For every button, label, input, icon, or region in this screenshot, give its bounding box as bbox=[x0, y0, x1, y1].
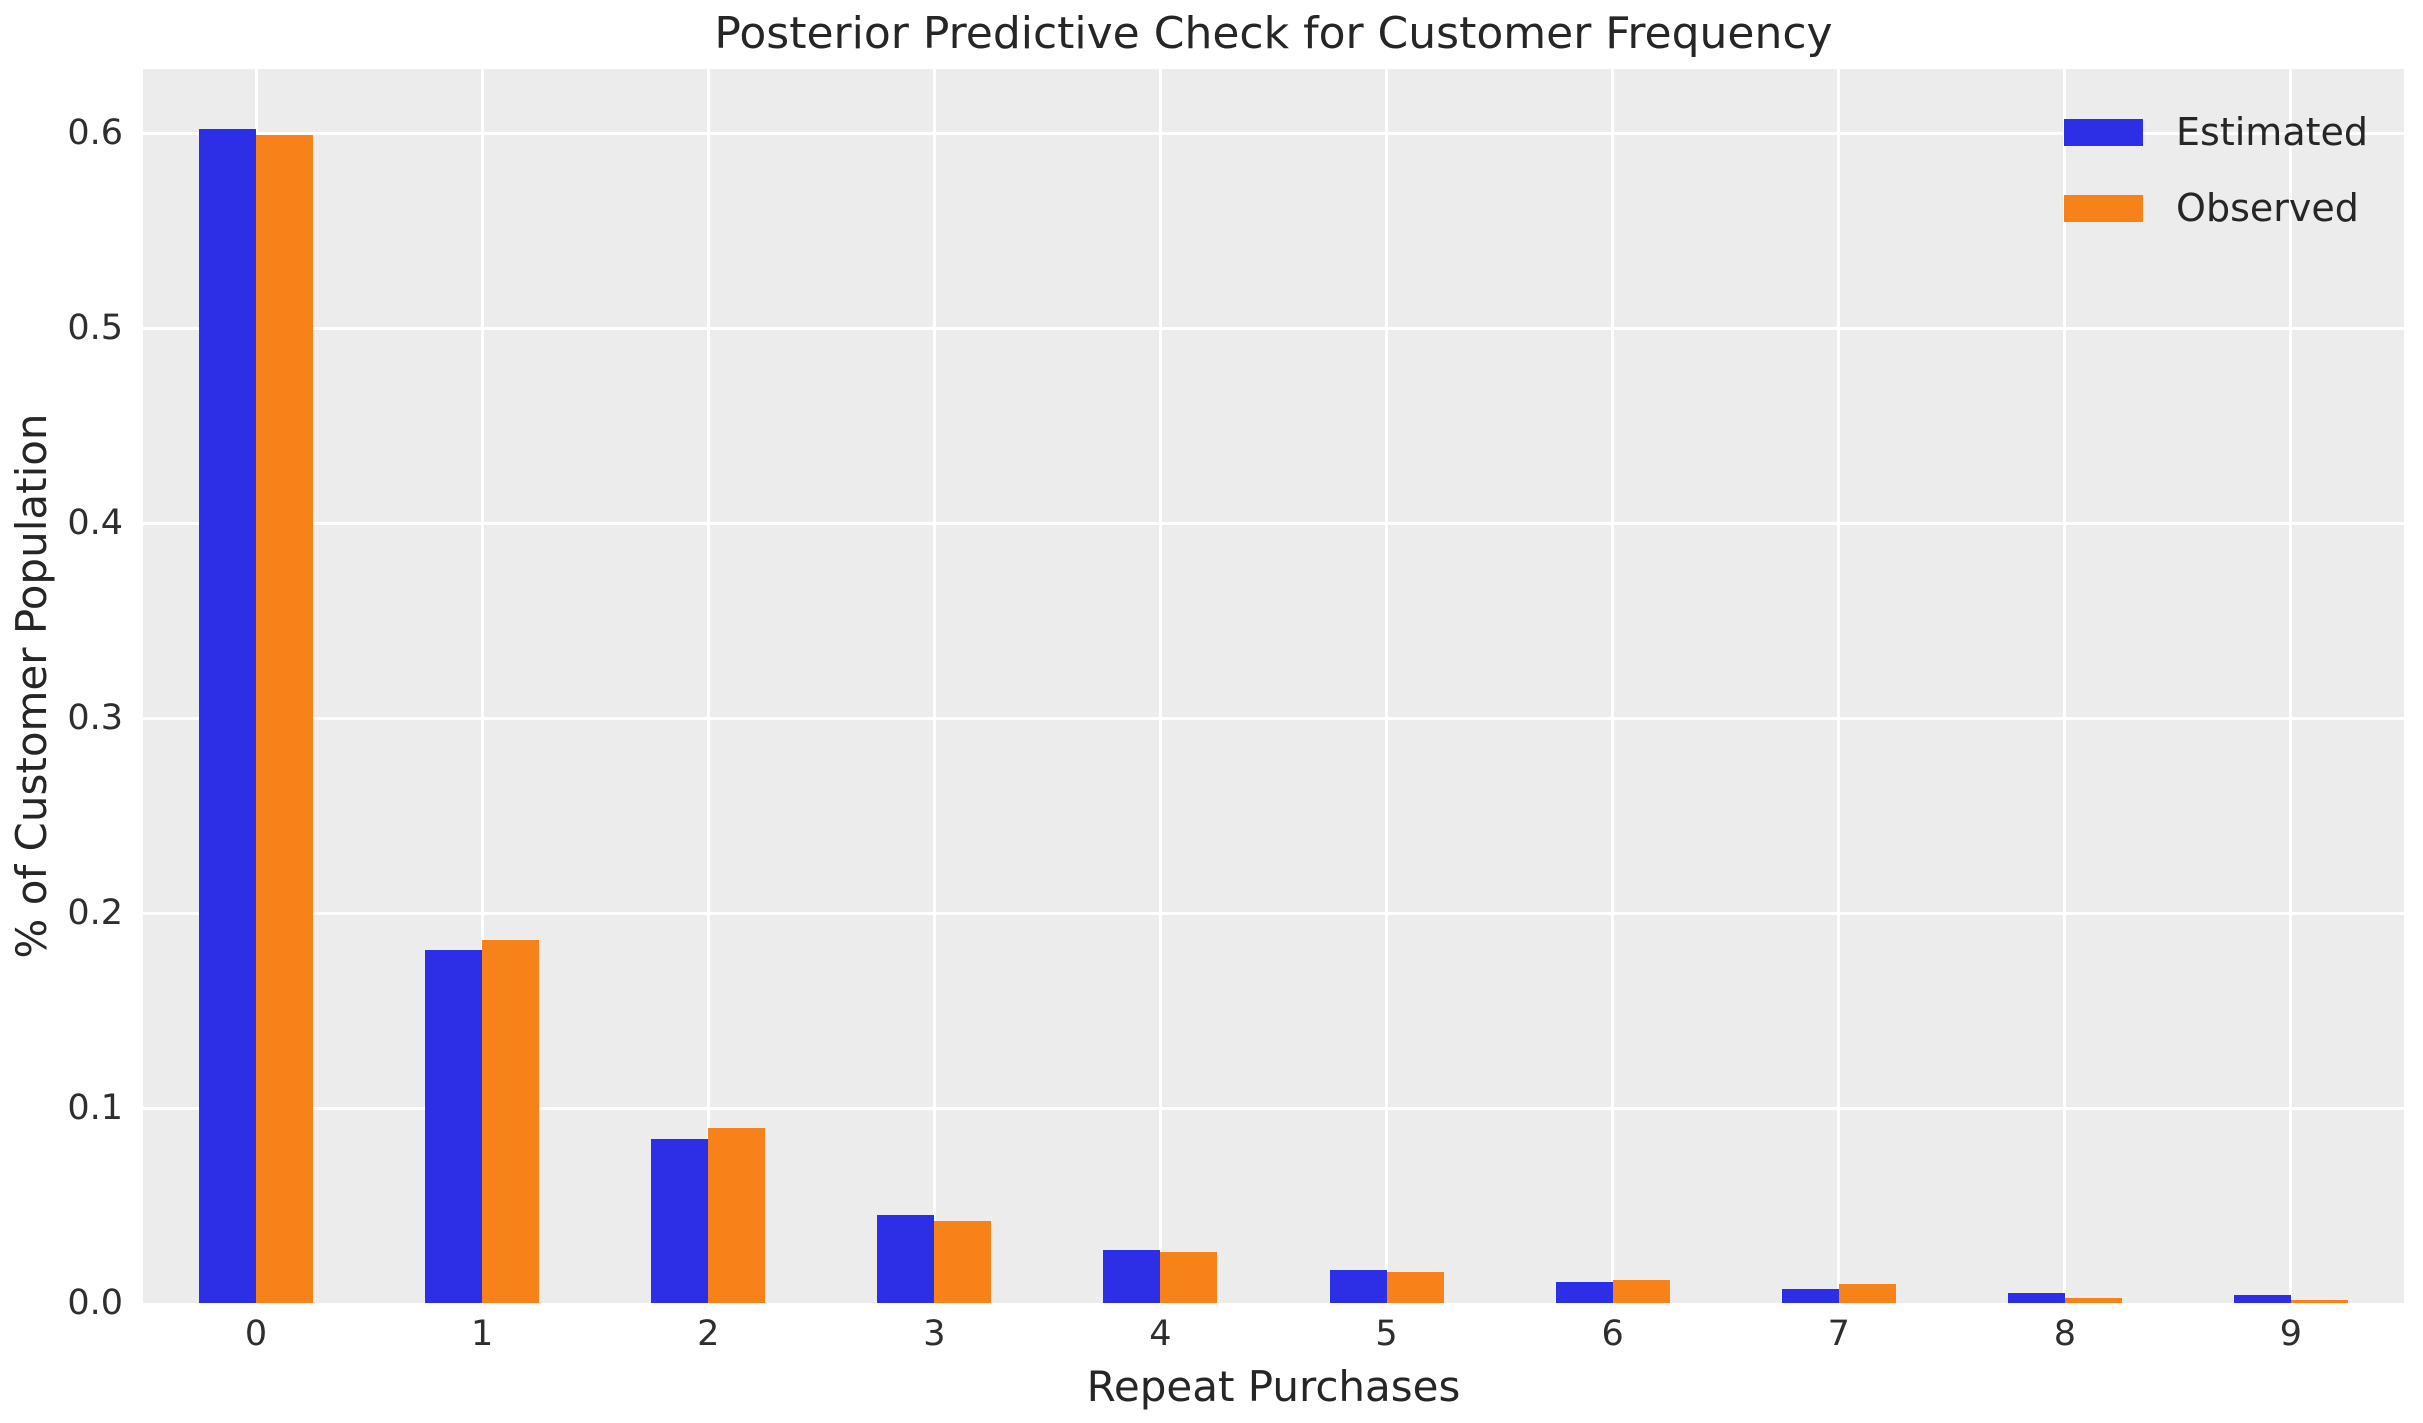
x-tick-label: 8 bbox=[2053, 1314, 2076, 1354]
gridline-horizontal bbox=[143, 716, 2404, 720]
gridline-horizontal bbox=[143, 911, 2404, 915]
bar-observed-0 bbox=[256, 135, 314, 1303]
gridline-horizontal bbox=[143, 1106, 2404, 1110]
bar-estimated-9 bbox=[2233, 1295, 2291, 1303]
plot-area: Estimated Observed bbox=[143, 69, 2404, 1303]
x-axis-label: Repeat Purchases bbox=[1086, 1362, 1461, 1411]
y-tick-label: 0.2 bbox=[67, 893, 123, 934]
bar-estimated-2 bbox=[651, 1139, 709, 1303]
gridline-vertical bbox=[480, 69, 484, 1303]
bar-estimated-7 bbox=[1781, 1289, 1839, 1303]
bar-observed-2 bbox=[708, 1127, 766, 1303]
x-tick-label: 3 bbox=[923, 1314, 946, 1354]
bar-observed-1 bbox=[482, 940, 540, 1303]
legend-label: Observed bbox=[2176, 186, 2359, 230]
x-tick-label: 2 bbox=[697, 1314, 720, 1354]
y-tick-label: 0.5 bbox=[67, 308, 123, 349]
bar-observed-5 bbox=[1386, 1271, 1444, 1303]
gridline-vertical bbox=[706, 69, 710, 1303]
bar-observed-8 bbox=[2064, 1298, 2122, 1303]
bar-estimated-1 bbox=[425, 950, 483, 1303]
y-tick-label: 0.3 bbox=[67, 698, 123, 739]
x-tick-label: 6 bbox=[1601, 1314, 1624, 1354]
gridline-vertical bbox=[1837, 69, 1841, 1303]
x-tick-label: 5 bbox=[1375, 1314, 1398, 1354]
y-tick-label: 0.6 bbox=[67, 113, 123, 154]
bar-estimated-0 bbox=[199, 129, 257, 1303]
gridline-vertical bbox=[1158, 69, 1162, 1303]
x-tick-label: 9 bbox=[2279, 1314, 2303, 1354]
y-tick-label: 0.4 bbox=[67, 503, 123, 544]
bar-observed-9 bbox=[2290, 1300, 2348, 1303]
gridline-vertical bbox=[1611, 69, 1615, 1303]
bar-estimated-5 bbox=[1329, 1269, 1387, 1303]
bar-observed-7 bbox=[1838, 1283, 1896, 1303]
bar-observed-3 bbox=[934, 1221, 992, 1303]
gridline-vertical bbox=[2063, 69, 2067, 1303]
x-tick-label: 0 bbox=[244, 1314, 268, 1354]
gridline-horizontal bbox=[143, 131, 2404, 135]
chart-title: Posterior Predictive Check for Customer … bbox=[714, 8, 1833, 59]
bar-estimated-3 bbox=[877, 1215, 935, 1303]
legend: Estimated Observed bbox=[2064, 108, 2368, 232]
gridline-vertical bbox=[932, 69, 936, 1303]
legend-entry-estimated: Estimated bbox=[2064, 108, 2368, 156]
y-tick-label: 0.0 bbox=[67, 1283, 123, 1323]
bar-estimated-6 bbox=[1555, 1281, 1613, 1303]
bar-estimated-4 bbox=[1103, 1250, 1161, 1303]
x-tick-label: 1 bbox=[471, 1314, 494, 1354]
y-axis-label: % of Customer Population bbox=[7, 413, 56, 959]
gridline-vertical bbox=[1385, 69, 1389, 1303]
gridline-vertical bbox=[2289, 69, 2293, 1303]
y-tick-label: 0.1 bbox=[67, 1088, 123, 1129]
legend-label: Estimated bbox=[2176, 110, 2368, 154]
legend-entry-observed: Observed bbox=[2064, 184, 2368, 232]
x-tick-label: 4 bbox=[1149, 1314, 1172, 1354]
bar-observed-6 bbox=[1612, 1279, 1670, 1303]
gridline-horizontal bbox=[143, 521, 2404, 525]
gridline-horizontal bbox=[143, 326, 2404, 330]
bar-estimated-8 bbox=[2007, 1293, 2065, 1303]
legend-swatch-observed bbox=[2064, 194, 2144, 222]
bar-observed-4 bbox=[1160, 1252, 1218, 1303]
x-tick-label: 7 bbox=[1827, 1314, 1850, 1354]
legend-swatch-estimated bbox=[2064, 118, 2144, 146]
